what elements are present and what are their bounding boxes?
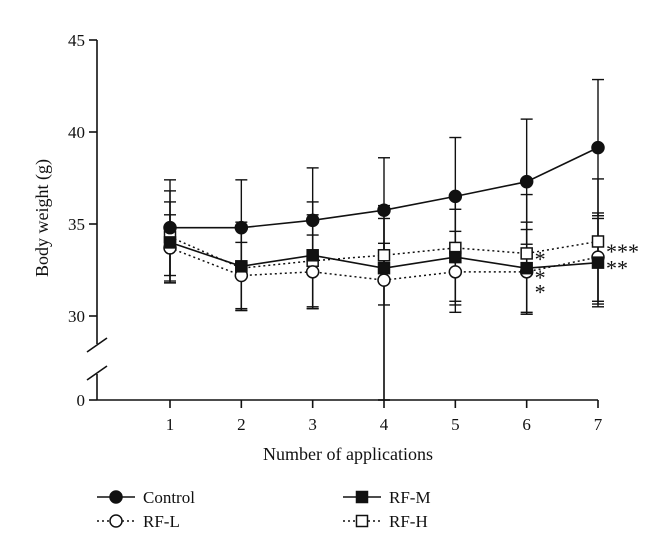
x-tick-label: 5 (451, 415, 460, 434)
marker-rf-m (377, 261, 391, 275)
y-tick-label: 0 (77, 391, 86, 410)
marker-control (305, 213, 320, 228)
marker-rf-m (355, 490, 369, 504)
marker-rf-m (591, 256, 605, 269)
x-tick-label: 2 (237, 415, 246, 434)
marker-rf-l (448, 265, 463, 279)
error-bars (164, 78, 604, 401)
significance-marker: * (535, 246, 546, 271)
marker-rf-l (305, 265, 320, 279)
marker-rf-m (520, 261, 533, 275)
x-tick-label: 7 (594, 415, 603, 434)
significance-annotations: ******** (535, 239, 639, 304)
axis-break-mark (86, 365, 108, 381)
marker-rf-h (591, 235, 605, 248)
legend-label: Control (143, 488, 195, 507)
legend-label: RF-L (143, 512, 180, 531)
significance-marker: *** (606, 239, 639, 264)
marker-control (109, 490, 123, 504)
marker-rf-h (520, 247, 533, 260)
significance-marker: * (535, 265, 546, 290)
y-tick-label: 40 (68, 123, 85, 142)
y-tick-label: 35 (68, 215, 85, 234)
marker-control (519, 174, 534, 189)
marker-rf-l (109, 514, 123, 528)
significance-marker: * (535, 280, 546, 305)
marker-control (163, 220, 177, 235)
x-axis-label: Number of applications (263, 444, 433, 464)
axis-break-mark (86, 337, 108, 353)
marker-control (591, 140, 605, 155)
marker-rf-h (377, 249, 391, 262)
marker-rf-m (163, 236, 177, 249)
marker-rf-h (355, 514, 369, 528)
marker-rf-m (306, 249, 319, 262)
y-tick-label: 45 (68, 31, 85, 50)
marker-rf-m (235, 260, 248, 273)
marker-control (377, 203, 391, 217)
significance-marker: ** (606, 256, 628, 281)
legend-label: RF-H (389, 512, 428, 531)
y-axis-label: Body weight (g) (32, 159, 53, 277)
marker-control (234, 220, 249, 235)
x-tick-label: 4 (380, 415, 389, 434)
marker-rf-m (449, 250, 462, 264)
x-tick-label: 3 (308, 415, 317, 434)
y-tick-label: 30 (68, 307, 85, 326)
series-markers (163, 140, 605, 287)
marker-rf-l (377, 273, 391, 287)
marker-control (448, 189, 463, 204)
x-tick-label: 6 (522, 415, 531, 434)
x-tick-label: 1 (166, 415, 175, 434)
legend: Control RF-L RF-M RF-H (97, 488, 431, 531)
legend-label: RF-M (389, 488, 431, 507)
